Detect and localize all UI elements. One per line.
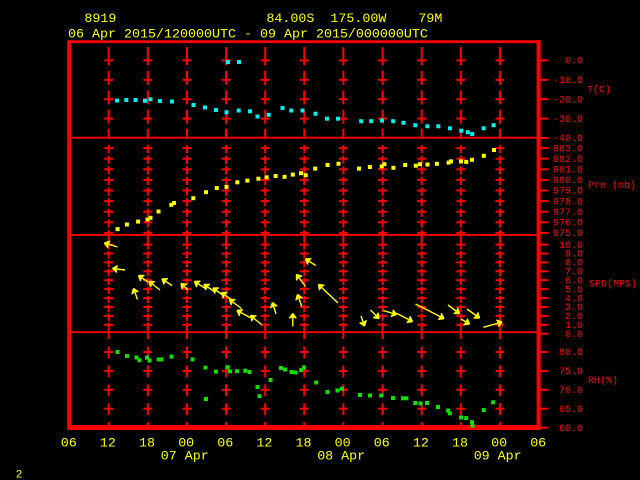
- svg-text:0.0: 0.0: [565, 330, 583, 341]
- svg-text:RH(%): RH(%): [588, 375, 618, 387]
- svg-text:2: 2: [16, 470, 23, 480]
- svg-text:80.0: 80.0: [559, 348, 583, 359]
- svg-text:18: 18: [452, 437, 468, 452]
- svg-text:18: 18: [296, 437, 312, 452]
- svg-text:980.0: 980.0: [553, 176, 583, 187]
- svg-text:0.0: 0.0: [565, 57, 583, 68]
- svg-text:06: 06: [217, 437, 233, 452]
- svg-text:06: 06: [530, 437, 546, 452]
- svg-text:60.0: 60.0: [559, 424, 583, 435]
- svg-text:981.0: 981.0: [553, 166, 583, 177]
- svg-text:975.0: 975.0: [553, 229, 583, 240]
- svg-text:12: 12: [413, 437, 429, 452]
- svg-text:8919: 8919: [84, 12, 116, 27]
- svg-text:1.0: 1.0: [565, 321, 583, 332]
- svg-text:06: 06: [61, 437, 77, 452]
- svg-text:979.0: 979.0: [553, 187, 583, 198]
- svg-text:976.0: 976.0: [553, 219, 583, 230]
- svg-text:2.0: 2.0: [565, 312, 583, 323]
- svg-text:-10.0: -10.0: [553, 76, 583, 87]
- svg-text:18: 18: [139, 437, 155, 452]
- svg-text:10.0: 10.0: [559, 241, 583, 252]
- svg-text:Pre (mb): Pre (mb): [588, 180, 636, 192]
- svg-text:-40.0: -40.0: [553, 134, 583, 145]
- svg-text:08 Apr: 08 Apr: [317, 450, 365, 465]
- svg-text:6.0: 6.0: [565, 276, 583, 287]
- svg-text:06: 06: [374, 437, 390, 452]
- svg-text:T(C): T(C): [587, 85, 611, 97]
- svg-text:5.0: 5.0: [565, 285, 583, 296]
- svg-text:977.0: 977.0: [553, 208, 583, 219]
- svg-text:978.0: 978.0: [553, 197, 583, 208]
- svg-text:75.0: 75.0: [559, 367, 583, 378]
- svg-text:00: 00: [491, 437, 507, 452]
- svg-text:3.0: 3.0: [565, 303, 583, 314]
- svg-text:983.0: 983.0: [553, 144, 583, 155]
- svg-text:4.0: 4.0: [565, 294, 583, 305]
- svg-text:12: 12: [256, 437, 272, 452]
- svg-text:SPD(MPS): SPD(MPS): [589, 279, 637, 291]
- svg-text:8.0: 8.0: [565, 259, 583, 270]
- svg-text:06 Apr 2015/120000UTC - 09 Apr: 06 Apr 2015/120000UTC - 09 Apr 2015/0000…: [68, 27, 428, 42]
- svg-text:09 Apr: 09 Apr: [474, 450, 522, 465]
- svg-text:70.0: 70.0: [559, 386, 583, 397]
- svg-text:84.00S 175.00W 79M: 84.00S 175.00W 79M: [266, 12, 442, 27]
- svg-text:07 Apr: 07 Apr: [161, 450, 209, 465]
- svg-text:65.0: 65.0: [559, 405, 583, 416]
- svg-text:00: 00: [178, 437, 194, 452]
- svg-text:9.0: 9.0: [565, 250, 583, 261]
- svg-text:7.0: 7.0: [565, 268, 583, 279]
- svg-text:982.0: 982.0: [553, 155, 583, 166]
- svg-text:-20.0: -20.0: [553, 95, 583, 106]
- svg-text:00: 00: [335, 437, 351, 452]
- svg-text:-30.0: -30.0: [553, 115, 583, 126]
- svg-text:12: 12: [100, 437, 116, 452]
